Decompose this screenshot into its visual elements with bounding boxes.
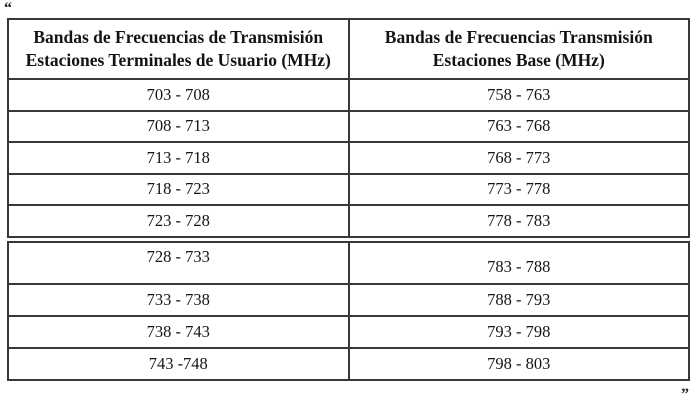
base-band-cell: 763 - 768 — [347, 109, 690, 143]
base-band-cell: 768 - 773 — [347, 141, 690, 175]
base-band-cell: 758 - 763 — [347, 78, 690, 112]
base-band-cell: 778 - 783 — [347, 204, 690, 238]
base-band-cell: 798 - 803 — [347, 346, 690, 381]
terminal-band-cell: 713 - 718 — [7, 141, 350, 175]
terminal-band-cell: 718 - 723 — [7, 172, 350, 206]
base-band-cell: 793 - 798 — [347, 314, 690, 349]
frequency-table-upper-section: Bandas de Frecuencias de Transmisión Est… — [7, 18, 690, 238]
table-row: 723 - 728 778 - 783 — [7, 204, 690, 238]
table-row: 733 - 738 788 - 793 — [7, 282, 690, 317]
terminal-band-cell: 733 - 738 — [7, 282, 350, 317]
terminal-band-cell: 723 - 728 — [7, 204, 350, 238]
closing-quote-mark: ” — [681, 386, 689, 403]
terminal-band-cell: 708 - 713 — [7, 109, 350, 143]
header-line: Estaciones Terminales de Usuario (MHz) — [25, 50, 331, 70]
terminal-band-cell: 738 - 743 — [7, 314, 350, 349]
header-line: Estaciones Base (MHz) — [432, 50, 605, 70]
terminal-band-cell: 703 - 708 — [7, 78, 350, 112]
header-terminal-stations: Bandas de Frecuencias de Transmisión Est… — [7, 18, 350, 80]
table-row: 703 - 708 758 - 763 — [7, 78, 690, 112]
table-row: 743 -748 798 - 803 — [7, 346, 690, 381]
frequency-table-lower-section: 728 - 733 783 - 788 733 - 738 788 - 793 … — [7, 240, 690, 381]
terminal-band-cell: 728 - 733 — [7, 240, 350, 285]
table-row: 738 - 743 793 - 798 — [7, 314, 690, 349]
table-row: 728 - 733 783 - 788 — [7, 240, 690, 285]
opening-quote-mark: “ — [4, 0, 12, 17]
table-row: 718 - 723 773 - 778 — [7, 172, 690, 206]
header-line: Bandas de Frecuencias Transmisión — [384, 26, 653, 47]
base-band-cell: 783 - 788 — [347, 240, 690, 285]
base-band-cell: 773 - 778 — [347, 172, 690, 206]
header-line: Bandas de Frecuencias de Transmisión — [33, 26, 324, 47]
header-base-stations: Bandas de Frecuencias Transmisión Estaci… — [347, 18, 690, 80]
base-band-cell: 788 - 793 — [347, 282, 690, 317]
table-row: 713 - 718 768 - 773 — [7, 141, 690, 175]
frequency-bands-table: Bandas de Frecuencias de Transmisión Est… — [7, 18, 690, 381]
terminal-band-cell: 743 -748 — [7, 346, 350, 381]
header-row: Bandas de Frecuencias de Transmisión Est… — [7, 18, 690, 80]
table-row: 708 - 713 763 - 768 — [7, 109, 690, 143]
